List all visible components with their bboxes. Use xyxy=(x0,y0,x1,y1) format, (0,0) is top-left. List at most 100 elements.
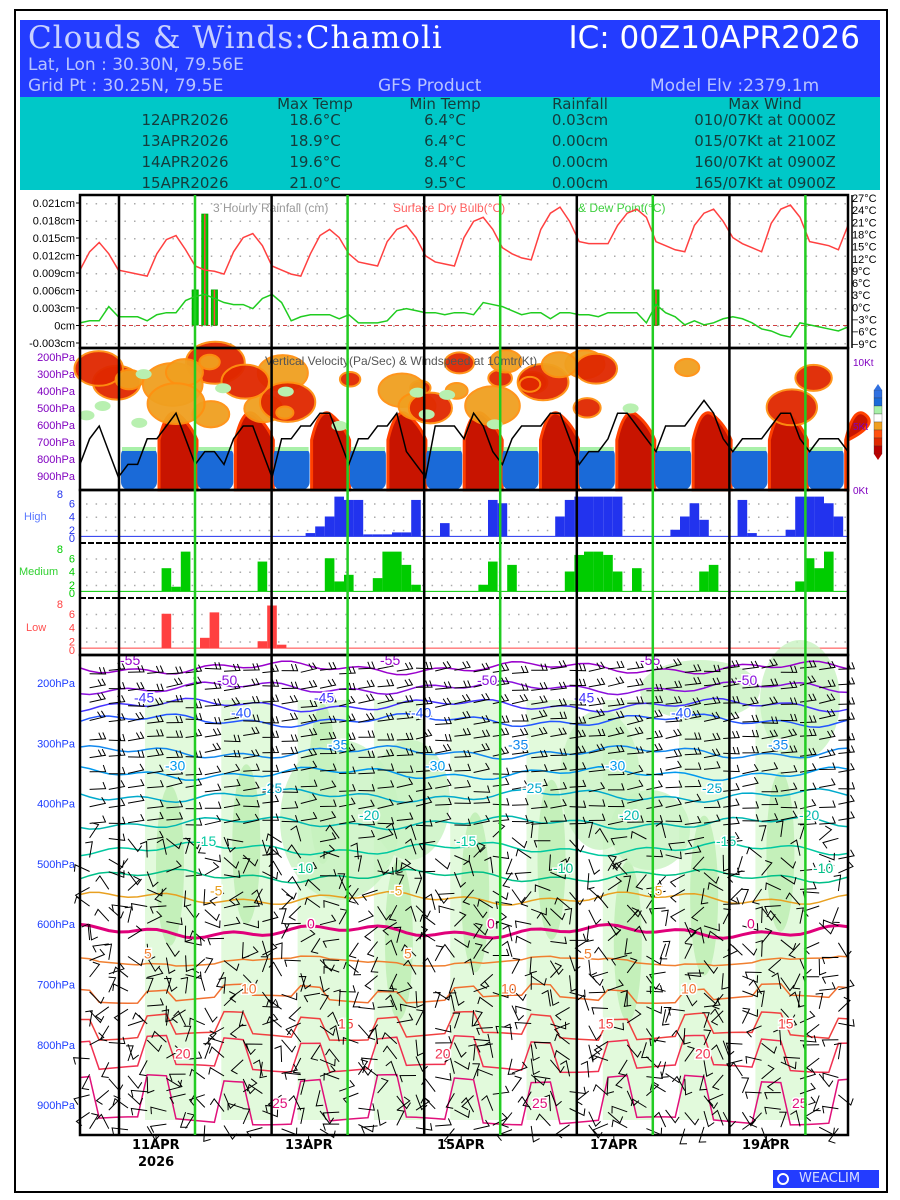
wind-barb xyxy=(698,1126,707,1143)
grid-dot xyxy=(738,273,741,275)
wind-barb xyxy=(415,680,433,688)
wind-barb xyxy=(703,664,721,673)
grid-dot xyxy=(124,325,126,327)
grid-dot xyxy=(143,255,146,257)
wind-barb xyxy=(838,849,855,860)
wind-barb xyxy=(343,961,359,973)
wind-barb xyxy=(630,1098,647,1108)
grid-dot xyxy=(393,238,395,240)
wind-barb xyxy=(288,1095,302,1111)
grid-dot xyxy=(710,613,712,616)
grid-dot xyxy=(239,584,242,587)
grid-dot xyxy=(585,308,587,310)
grid-dot xyxy=(191,641,194,643)
wind-barb xyxy=(819,816,836,825)
grid-dot xyxy=(825,641,827,643)
grid-dot xyxy=(230,503,232,505)
wind-barb xyxy=(758,825,767,842)
wind-barb xyxy=(440,943,455,958)
wind-barb xyxy=(146,957,161,973)
wind-barb xyxy=(223,857,240,869)
grid-dot xyxy=(614,641,616,643)
wind-barb xyxy=(569,745,587,755)
wind-barb xyxy=(502,924,513,942)
grid-dot xyxy=(364,641,366,643)
grid-dot xyxy=(758,238,760,240)
cloud-bar xyxy=(488,499,498,537)
grid-dot xyxy=(153,343,155,345)
wind-barb xyxy=(684,1045,695,1062)
grid-dot xyxy=(124,529,126,532)
wind-barb xyxy=(550,798,567,809)
grid-dot xyxy=(431,641,434,643)
grid-dot xyxy=(786,290,789,292)
wind-barb xyxy=(607,855,617,871)
grid-dot xyxy=(393,220,395,222)
cloud-bar xyxy=(363,534,373,537)
grid-dot xyxy=(738,613,741,616)
wind-barb xyxy=(319,1058,336,1067)
wind-barb xyxy=(818,825,833,841)
wind-barb xyxy=(707,1093,724,1107)
grid-dot xyxy=(210,584,213,587)
cloud-bar xyxy=(785,529,796,537)
wind-barb xyxy=(515,848,532,859)
grid-dot xyxy=(364,516,366,518)
wind-barb xyxy=(364,975,378,990)
grid-dot xyxy=(546,613,549,616)
wind-barb xyxy=(780,874,797,885)
wind-barb xyxy=(453,989,465,1007)
grid-dot xyxy=(105,273,107,275)
grid-dot xyxy=(623,308,626,310)
grid-dot xyxy=(470,627,472,629)
grid-dot xyxy=(201,558,203,560)
wind-barb xyxy=(89,948,106,961)
wind-barb xyxy=(108,976,117,993)
col-header: Min Temp xyxy=(409,97,481,113)
summary-min: 8.4°C xyxy=(424,153,466,171)
grid-dot xyxy=(642,325,645,327)
wind-barb xyxy=(511,1075,523,1092)
grid-dot xyxy=(249,220,251,222)
wind-barb xyxy=(838,1019,855,1027)
grid-dot xyxy=(162,220,165,222)
col-header: Max Temp xyxy=(277,97,353,113)
isotherm-label: -20 xyxy=(799,807,819,823)
wind-barb xyxy=(785,892,801,906)
grid-dot xyxy=(431,220,434,222)
grid-dot xyxy=(844,571,846,573)
isotherm-line xyxy=(79,1073,849,1126)
grid-dot xyxy=(412,238,414,240)
wind-barb xyxy=(692,856,705,872)
grid-dot xyxy=(306,255,309,257)
wind-barb xyxy=(342,1036,359,1045)
wind-barb xyxy=(386,822,398,839)
cloud-bar xyxy=(401,564,412,592)
wind-barb xyxy=(780,810,798,821)
grid-dot xyxy=(124,503,126,505)
grid-dot xyxy=(114,308,117,310)
wind-barb xyxy=(757,990,765,1007)
grid-dot xyxy=(210,238,213,240)
cloud-bar xyxy=(804,496,815,537)
wind-barb xyxy=(531,695,548,705)
grid-dot xyxy=(796,203,798,205)
grid-dot xyxy=(700,516,702,518)
grid-dot xyxy=(441,203,443,205)
date-label: 19APR xyxy=(742,1138,790,1153)
wind-barb xyxy=(147,665,164,674)
wind-barb xyxy=(496,920,513,929)
wind-barb xyxy=(722,854,731,872)
isotherm-label: 5 xyxy=(144,946,152,962)
grid-dot xyxy=(422,627,424,629)
wind-barb xyxy=(319,959,335,972)
grid-dot xyxy=(690,273,693,275)
grid-dot xyxy=(220,641,222,643)
wind-barb xyxy=(588,973,604,987)
grid-dot xyxy=(844,558,846,560)
wind-barb xyxy=(101,1062,110,1078)
grid-dot xyxy=(220,203,222,205)
grid-dot xyxy=(105,529,107,532)
wind-barb xyxy=(319,914,337,926)
wind-barb xyxy=(94,908,110,922)
